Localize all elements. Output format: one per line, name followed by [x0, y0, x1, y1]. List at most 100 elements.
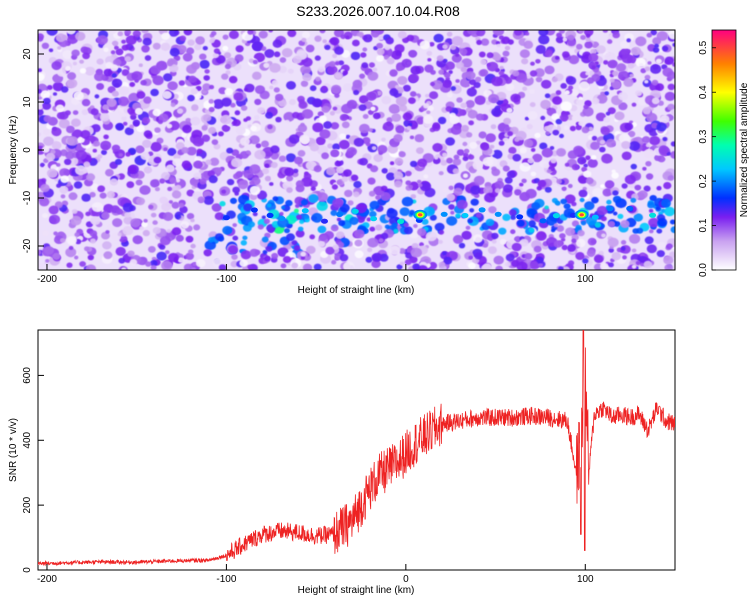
heatmap-cell [656, 250, 665, 258]
heatmap-cell [65, 212, 74, 220]
heatmap-cell [67, 72, 77, 80]
heatmap-cell [404, 259, 412, 266]
heatmap-cell [609, 78, 615, 83]
heatmap-cell [508, 146, 517, 155]
heatmap-cell [449, 115, 460, 125]
heatmap-cell [182, 52, 193, 62]
heatmap-cell [367, 71, 379, 81]
heatmap-cell [197, 196, 205, 203]
heatmap-cell [650, 30, 657, 36]
heatmap-cell [65, 66, 71, 71]
heatmap-cell [388, 104, 401, 114]
heatmap-cell [389, 245, 401, 256]
heatmap-cell [263, 62, 270, 69]
heatmap-cell [646, 112, 658, 123]
heatmap-cell [428, 261, 438, 270]
heatmap-cell [42, 213, 48, 219]
heatmap-cell [201, 125, 208, 131]
heatmap-cell [217, 131, 224, 137]
heatmap-cell [478, 207, 486, 213]
heatmap-cell [600, 224, 605, 228]
heatmap-cell [171, 227, 182, 236]
heatmap-cell [247, 264, 253, 269]
heatmap-cell [381, 168, 388, 174]
heatmap-cell [145, 261, 152, 267]
heatmap-cell [208, 106, 215, 113]
heatmap-cell [264, 175, 272, 182]
heatmap-cell [221, 97, 232, 107]
heatmap-cell [42, 128, 51, 136]
heatmap-cell [603, 116, 611, 123]
heatmap-cell [591, 214, 599, 220]
heatmap-cell [469, 141, 478, 149]
heatmap-cell [91, 202, 104, 213]
heatmap-cell [618, 91, 628, 101]
heatmap-cell [368, 190, 376, 197]
heatmap-cell [657, 155, 666, 163]
heatmap-cell [231, 254, 238, 260]
heatmap-cell [461, 124, 469, 132]
heatmap-cell [175, 214, 182, 220]
heatmap-cell [85, 264, 97, 270]
heatmap-cell [607, 59, 618, 69]
heatmap-cell [467, 218, 474, 224]
heatmap-cell [430, 69, 436, 75]
heatmap-cell [491, 149, 503, 159]
heatmap-cell [394, 157, 404, 166]
heatmap-cell [117, 232, 122, 237]
heatmap-cell [460, 66, 468, 73]
heatmap-cell [637, 190, 648, 199]
heatmap-cell [232, 119, 241, 127]
heatmap-cell [57, 68, 67, 77]
heatmap-cell [394, 180, 403, 188]
heatmap-cell [607, 39, 613, 44]
heatmap-cell [343, 169, 352, 177]
heatmap-cell [369, 200, 380, 210]
heatmap-cell [235, 126, 246, 135]
heatmap-cell [570, 89, 579, 97]
heatmap-cell [190, 116, 201, 126]
heatmap-cell [162, 212, 174, 221]
heatmap-cell [578, 189, 588, 198]
heatmap-cell [208, 99, 214, 104]
heatmap-cell [193, 160, 203, 169]
heatmap-cell [341, 103, 353, 114]
heatmap-cell [640, 68, 647, 74]
heatmap-cell [630, 197, 637, 203]
heatmap-cell [122, 202, 134, 213]
heatmap-cell [181, 160, 191, 169]
heatmap-cell [618, 102, 628, 111]
heatmap-cell [469, 79, 477, 86]
heatmap-cell [228, 75, 238, 84]
heatmap-cell [59, 111, 69, 120]
heatmap-cell [528, 220, 536, 228]
heatmap-cell [475, 237, 481, 242]
heatmap-cell [249, 180, 255, 186]
heatmap-cell [456, 149, 465, 156]
heatmap-cell [92, 148, 98, 153]
heatmap-cell [486, 52, 494, 59]
heatmap-cell [226, 178, 235, 186]
heatmap-cell [438, 261, 446, 268]
heatmap-cell [506, 170, 516, 179]
heatmap-cell [124, 127, 134, 136]
heatmap-cell [478, 51, 486, 58]
heatmap-cell [452, 168, 459, 174]
heatmap-cell [270, 161, 278, 169]
heatmap-cell [110, 50, 116, 55]
heatmap-cell [409, 160, 418, 168]
heatmap-cell [604, 180, 615, 189]
heatmap-cell [386, 172, 396, 181]
heatmap-cell [43, 165, 49, 170]
heatmap-cell [148, 246, 156, 253]
heatmap-cell [66, 78, 78, 89]
heatmap-cell [622, 255, 627, 260]
heatmap-cell [167, 186, 173, 192]
heatmap-cell [495, 265, 503, 270]
heatmap-cell [273, 87, 280, 93]
heatmap-cell [150, 141, 162, 152]
heatmap-cell [522, 86, 528, 91]
heatmap-cell [129, 82, 136, 87]
heatmap-cell [354, 229, 365, 239]
heatmap-cell [599, 146, 606, 153]
